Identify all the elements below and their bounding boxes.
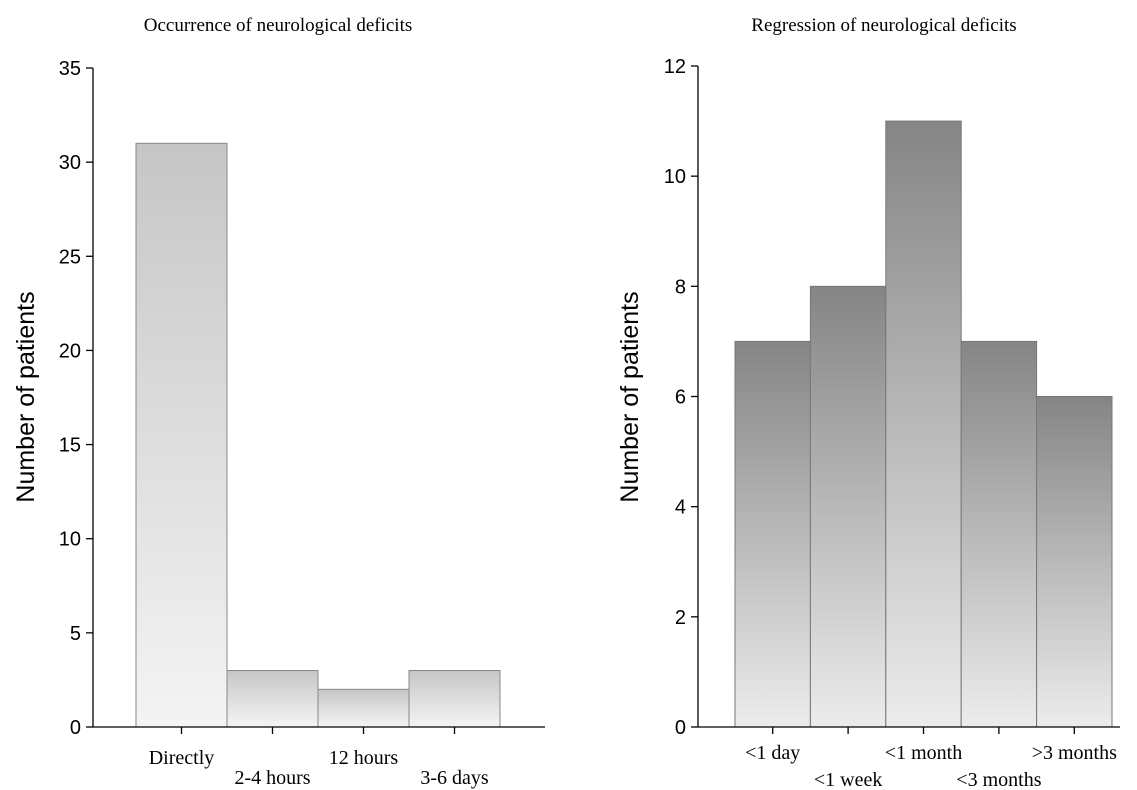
- bar-2: [226, 670, 319, 728]
- y-tick-label: 30: [59, 152, 81, 174]
- x-tick-label: <1 week: [814, 769, 882, 790]
- bar-4: [408, 670, 501, 728]
- regression-chart: Regression of neurological deficits Numb…: [616, 15, 1120, 790]
- y-tick-label: 5: [70, 623, 81, 645]
- bar-2: [809, 285, 887, 728]
- y-tick-label: 10: [59, 529, 81, 551]
- x-tick-label: 12 hours: [329, 747, 399, 769]
- y-axis-label: Number of patients: [12, 291, 40, 502]
- x-tick-label: 2-4 hours: [234, 767, 310, 789]
- x-tick-label: >3 months: [1032, 742, 1117, 764]
- x-tick-label: Directly: [149, 747, 215, 769]
- x-tick-label: <3 months: [956, 769, 1041, 790]
- y-tick-label: 6: [675, 387, 686, 409]
- y-tick-label: 10: [664, 166, 686, 188]
- bar-4: [960, 340, 1038, 728]
- y-axis-label: Number of patients: [616, 291, 644, 502]
- chart-title: Occurrence of neurological deficits: [144, 15, 413, 36]
- y-tick-label: 35: [59, 58, 81, 80]
- y-tick-label: 20: [59, 340, 81, 362]
- bar-3: [317, 688, 410, 728]
- x-tick-label: 3-6 days: [420, 767, 489, 789]
- y-tick-label: 0: [70, 717, 81, 739]
- occurrence-chart: Occurrence of neurological deficits Numb…: [12, 15, 545, 789]
- y-tick-label: 12: [664, 56, 686, 78]
- y-tick-label: 25: [59, 246, 81, 268]
- y-tick-label: 2: [675, 607, 686, 629]
- x-tick-label: <1 month: [885, 742, 962, 764]
- bar-5: [1036, 396, 1113, 728]
- y-tick-label: 0: [675, 717, 686, 739]
- y-tick-label: 15: [59, 435, 81, 457]
- y-tick-label: 8: [675, 276, 686, 298]
- bar-1: [135, 142, 228, 728]
- bar-3: [885, 120, 962, 728]
- bar-1: [734, 340, 811, 728]
- chart-title: Regression of neurological deficits: [751, 15, 1016, 36]
- x-tick-label: <1 day: [745, 742, 800, 764]
- y-tick-label: 4: [675, 497, 686, 519]
